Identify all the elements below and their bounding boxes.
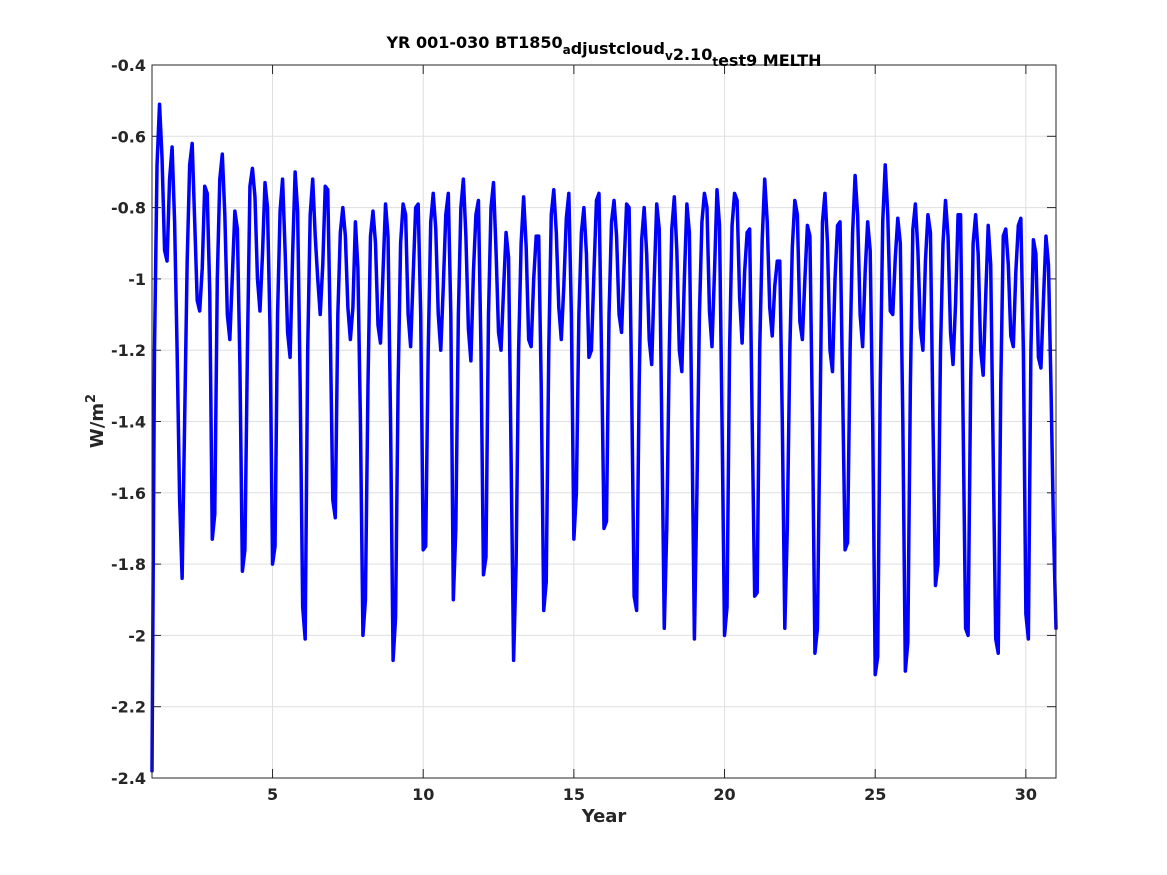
y-tick-label: -1.4 (111, 413, 146, 432)
plot-frame (151, 64, 1057, 779)
y-tick-label: -2.4 (111, 769, 146, 788)
x-tick-label: 5 (267, 785, 278, 804)
x-tick-label: 15 (563, 785, 585, 804)
y-tick-label: -1 (128, 270, 146, 289)
series-layer (150, 102, 1058, 773)
y-tick-label: -2.2 (111, 698, 146, 717)
y-tick-label: -0.4 (111, 56, 146, 75)
series-line (150, 102, 1058, 773)
x-tick-label: 10 (412, 785, 434, 804)
title-segment: est9 MELTH (718, 51, 821, 70)
y-axis-label-base: W/m (87, 403, 108, 448)
x-tick-labels: 5 10 15 20 25 30 (267, 785, 1037, 804)
x-axis-label: Year (581, 806, 627, 827)
y-tick-label: -0.8 (111, 199, 146, 218)
y-axis-label: W/m2 (84, 394, 108, 448)
x-tick-label: 25 (864, 785, 886, 804)
title-subscript: v (665, 49, 673, 63)
title-subscript: a (563, 43, 571, 57)
y-tick-label: -1.6 (111, 484, 146, 503)
y-tick-label: -1.2 (111, 341, 146, 360)
x-tick-label: 20 (713, 785, 735, 804)
x-tick-label: 30 (1015, 785, 1037, 804)
title-subscript: t (712, 55, 718, 69)
y-tick-label: -2 (128, 626, 146, 645)
title-segment: YR 001-030 BT1850 (385, 33, 562, 52)
title-segment: djustcloud (571, 39, 665, 58)
y-tick-label: -1.8 (111, 555, 146, 574)
y-axis-label-sup: 2 (84, 394, 99, 403)
y-tick-label: -0.6 (111, 127, 146, 146)
y-tick-labels: -2.4 -2.2 -2 -1.8 -1.6 -1.4 -1.2 -1 -0.8 -0.6 -0.4 (111, 56, 146, 788)
chart-title: YR 001-030 BT1850adjustcloudv2.10test9 M… (385, 33, 821, 70)
title-segment: 2.10 (673, 45, 712, 64)
